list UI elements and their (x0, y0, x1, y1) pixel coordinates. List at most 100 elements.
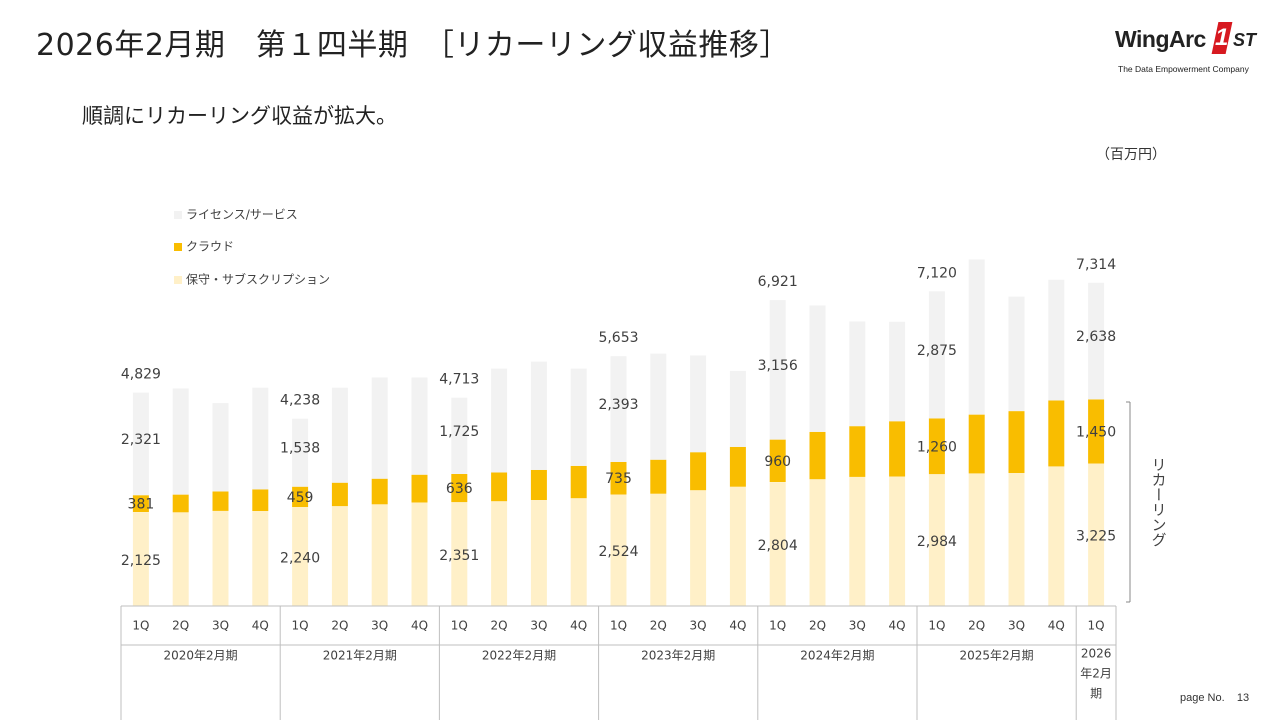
bar-maintenance-7 (411, 502, 428, 606)
bar-maintenance-21 (968, 473, 985, 606)
bar-cloud-13 (650, 459, 667, 494)
quarter-label-0: 1Q (132, 619, 149, 633)
bar-maintenance-4 (292, 507, 309, 606)
label-total-0: 4,829 (121, 367, 161, 383)
label-total-4: 4,238 (280, 393, 320, 409)
bar-cloud-7 (411, 474, 428, 503)
recurring-label: リカーリング (1150, 457, 1168, 547)
page-subtitle: 順調にリカーリング収益が拡大。 (82, 104, 397, 128)
quarter-label-18: 3Q (849, 619, 866, 633)
unit-label: （百万円） (1096, 147, 1166, 163)
quarter-label-21: 2Q (968, 619, 985, 633)
label-license-8: 1,725 (439, 424, 479, 440)
bar-license-20 (928, 291, 945, 419)
bar-maintenance-13 (650, 493, 667, 606)
label-total-24: 7,314 (1076, 257, 1116, 273)
label-license-4: 1,538 (280, 441, 320, 457)
label-maintenance-16: 2,804 (758, 538, 798, 554)
label-license-20: 2,875 (917, 343, 957, 359)
logo-tagline: The Data Empowerment Company (1118, 64, 1249, 74)
label-total-20: 7,120 (917, 265, 957, 281)
quarter-label-15: 4Q (729, 619, 746, 633)
quarter-label-12: 1Q (610, 619, 627, 633)
bar-cloud-24 (1088, 399, 1105, 464)
quarter-label-3: 4Q (252, 619, 269, 633)
fiscal-year-label-6-1: 年2月 (1080, 667, 1112, 681)
bar-maintenance-14 (690, 490, 707, 606)
bar-license-5 (331, 387, 348, 483)
quarter-label-20: 1Q (928, 619, 945, 633)
bar-license-0 (132, 392, 149, 496)
label-license-24: 2,638 (1076, 329, 1116, 345)
bar-license-10 (530, 361, 547, 470)
quarter-label-10: 3Q (530, 619, 547, 633)
legend-label-maintenance: 保守・サブスクリプション (186, 272, 330, 287)
fiscal-year-label-1: 2021年2月期 (323, 649, 397, 663)
legend-label-license: ライセンス/サービス (186, 208, 298, 222)
bar-cloud-3 (252, 489, 269, 511)
fiscal-year-label-6-0: 2026 (1081, 647, 1112, 661)
label-maintenance-20: 2,984 (917, 534, 957, 550)
label-maintenance-0: 2,125 (121, 553, 161, 569)
bar-license-17 (809, 305, 826, 432)
page-number: page No. 13 (1180, 692, 1249, 704)
label-cloud-8: 636 (446, 481, 473, 497)
quarter-label-5: 2Q (331, 619, 348, 633)
bar-cloud-4 (292, 486, 309, 507)
bar-license-18 (849, 321, 866, 427)
wingarc-logo: WingArc 1 ST The Data Empowerment Compan… (1115, 22, 1257, 76)
bar-maintenance-1 (172, 512, 189, 606)
bar-cloud-19 (889, 421, 906, 477)
bar-license-3 (252, 387, 269, 490)
bar-cloud-22 (1008, 411, 1025, 473)
recurring-bracket (1126, 401, 1131, 603)
page-title: 2026年2月期 第１四半期 ［リカーリング収益推移］ (36, 28, 790, 63)
bar-maintenance-23 (1048, 466, 1065, 606)
label-license-12: 2,393 (598, 397, 638, 413)
bar-license-15 (729, 370, 746, 447)
quarter-label-8: 1Q (451, 619, 468, 633)
label-license-16: 3,156 (758, 358, 798, 374)
bar-cloud-14 (690, 452, 707, 491)
bar-maintenance-3 (252, 511, 269, 606)
legend-label-cloud: クラウド (186, 240, 234, 254)
bar-cloud-11 (570, 465, 587, 499)
quarter-label-6: 3Q (371, 619, 388, 633)
label-total-8: 4,713 (439, 372, 479, 388)
bar-cloud-1 (172, 494, 189, 513)
bar-cloud-15 (729, 446, 746, 487)
label-license-0: 2,321 (121, 432, 161, 448)
quarter-label-13: 2Q (650, 619, 667, 633)
label-cloud-24: 1,450 (1076, 424, 1116, 440)
bar-maintenance-8 (451, 502, 468, 606)
label-maintenance-24: 3,225 (1076, 529, 1116, 545)
bar-license-21 (968, 259, 985, 415)
bar-cloud-16 (769, 439, 786, 482)
bar-cloud-5 (331, 482, 348, 507)
bar-license-7 (411, 377, 428, 475)
bar-license-23 (1048, 279, 1065, 401)
label-cloud-16: 960 (764, 454, 791, 470)
bar-cloud-0 (132, 495, 149, 512)
bar-maintenance-5 (331, 506, 348, 606)
quarter-label-23: 4Q (1048, 619, 1065, 633)
quarter-label-22: 3Q (1008, 619, 1025, 633)
bar-maintenance-17 (809, 479, 826, 606)
quarter-label-11: 4Q (570, 619, 587, 633)
label-cloud-4: 459 (287, 490, 314, 506)
bar-cloud-17 (809, 431, 826, 480)
bar-cloud-12 (610, 462, 627, 495)
label-total-12: 5,653 (598, 330, 638, 346)
logo-badge-suffix: ST (1233, 30, 1257, 50)
label-maintenance-8: 2,351 (439, 548, 479, 564)
bar-license-22 (1008, 296, 1025, 412)
bar-cloud-20 (928, 418, 945, 475)
quarter-label-1: 2Q (172, 619, 189, 633)
bar-cloud-2 (212, 491, 229, 511)
legend-swatch-license (174, 211, 182, 219)
bar-cloud-9 (491, 472, 508, 502)
label-maintenance-12: 2,524 (598, 544, 638, 560)
bar-maintenance-9 (491, 501, 508, 606)
bar-license-13 (650, 353, 667, 460)
label-cloud-12: 735 (605, 471, 632, 487)
